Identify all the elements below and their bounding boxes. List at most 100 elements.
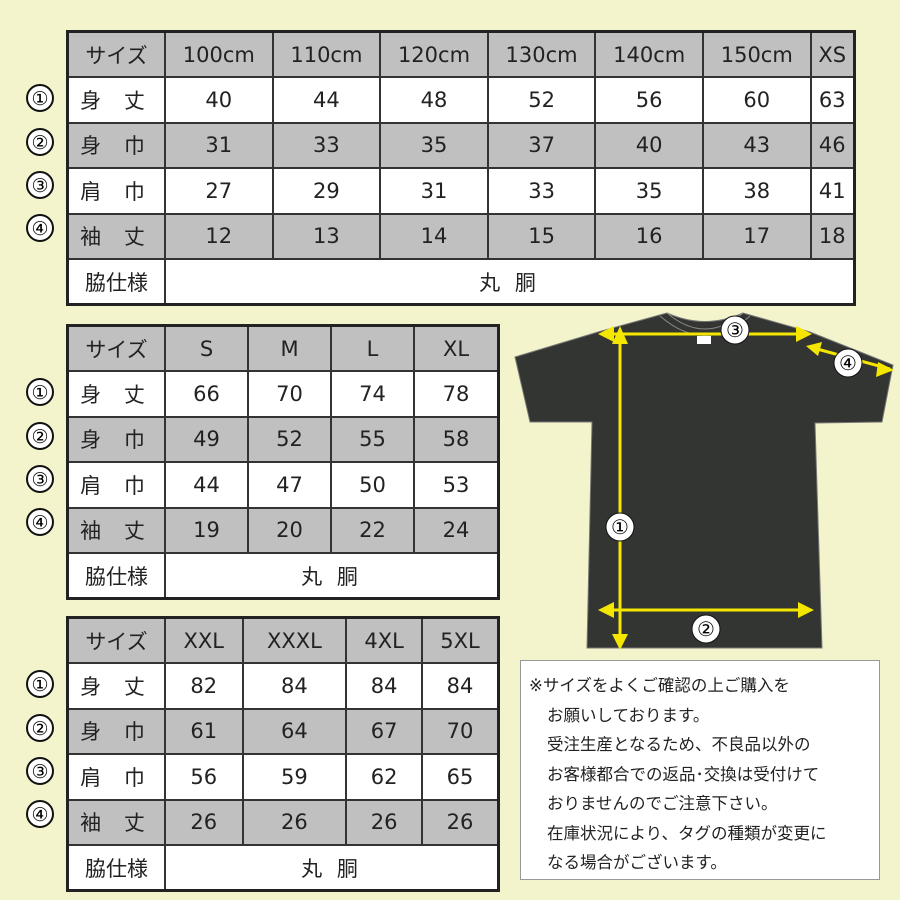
row-number-marker: ②: [26, 421, 54, 450]
cell-value: 67: [345, 707, 423, 756]
cell-value: 61: [164, 707, 244, 756]
note-line: なる場合がございます。: [547, 853, 727, 872]
size-header: L: [330, 324, 415, 373]
cell-value: 31: [379, 167, 489, 215]
cell-value: 27: [164, 167, 274, 215]
marker-1: ①: [611, 515, 629, 539]
table-row: 身 丈 66 70 74 78: [66, 370, 500, 418]
cell-value: 41: [809, 167, 856, 215]
size-header: XL: [413, 324, 500, 373]
size-header: 4XL: [345, 616, 423, 665]
table-row: 袖 丈 26 26 26 26: [66, 798, 500, 846]
cell-value: 82: [164, 662, 244, 710]
cell-value: 35: [594, 167, 704, 215]
row-label: 身 巾: [66, 707, 166, 756]
cell-value: 29: [271, 167, 382, 215]
side-spec-label: 脇仕様: [66, 257, 166, 306]
side-spec-value: 丸 胴: [164, 257, 856, 306]
size-header: XXL: [164, 616, 244, 665]
side-spec-value: 丸 胴: [164, 551, 500, 600]
note-line: お願いしております。: [547, 705, 710, 725]
size-header: S: [164, 324, 249, 373]
table-row: 袖 丈 19 20 22 24: [66, 506, 500, 554]
cell-value: 55: [330, 415, 415, 464]
row-label: 身 巾: [66, 415, 166, 464]
side-spec-value: 丸 胴: [164, 843, 500, 892]
row-label: 肩 巾: [66, 461, 166, 509]
row-label: 身 丈: [66, 370, 166, 418]
cell-value: 18: [809, 212, 856, 260]
row-number-marker: ③: [26, 756, 54, 785]
note-line: お客様都合での返品･交換は受付けて: [547, 764, 820, 784]
cell-value: 65: [420, 753, 500, 801]
size-label: サイズ: [66, 30, 166, 79]
size-header: XXXL: [241, 616, 348, 665]
cell-value: 33: [486, 167, 597, 215]
marker-2: ②: [697, 617, 715, 641]
cell-value: 17: [701, 212, 812, 260]
cell-value: 20: [247, 506, 332, 554]
row-label: 肩 巾: [66, 753, 166, 801]
cell-value: 26: [164, 798, 244, 846]
cell-value: 33: [271, 121, 382, 170]
cell-value: 78: [413, 370, 500, 418]
cell-value: 74: [330, 370, 415, 418]
row-label: 身 丈: [66, 662, 166, 710]
table-row: 肩 巾 27 29 31 33 35 38 41: [66, 167, 856, 215]
cell-value: 40: [164, 76, 274, 124]
cell-value: 62: [345, 753, 423, 801]
cell-value: 44: [164, 461, 249, 509]
row-number-marker: ①: [26, 670, 54, 699]
size-header: 140cm: [594, 30, 704, 79]
size-header: 110cm: [271, 30, 382, 79]
cell-value: 53: [413, 461, 500, 509]
size-header: 150cm: [701, 30, 812, 79]
size-header: M: [247, 324, 332, 373]
cell-value: 46: [809, 121, 856, 170]
cell-value: 19: [164, 506, 249, 554]
size-table: サイズ XXL XXXL 4XL 5XL 身 丈 82 84 84 84 身 巾 61 64 67 70 肩 …: [66, 616, 500, 893]
note-line: 在庫状況により、タグの種類が変更に: [547, 823, 827, 843]
cell-value: 52: [247, 415, 332, 464]
cell-value: 26: [241, 798, 348, 846]
cell-value: 47: [247, 461, 332, 509]
cell-value: 15: [486, 212, 597, 260]
cell-value: 70: [247, 370, 332, 418]
size-header: 5XL: [420, 616, 500, 665]
row-label: 身 巾: [66, 121, 166, 170]
header-row: サイズ S M L XL: [66, 324, 500, 373]
cell-value: 70: [420, 707, 500, 756]
cell-value: 43: [701, 121, 812, 170]
cell-value: 22: [330, 506, 415, 554]
cell-value: 37: [486, 121, 597, 170]
size-header: XS: [809, 30, 856, 79]
side-spec-row: 脇仕様丸 胴: [66, 843, 500, 892]
cell-value: 35: [379, 121, 489, 170]
note-line: ※サイズをよくご確認の上ご購入を: [529, 676, 790, 695]
cell-value: 31: [164, 121, 274, 170]
table-row: 身 丈 82 84 84 84: [66, 662, 500, 710]
size-header: 130cm: [486, 30, 597, 79]
cell-value: 56: [164, 753, 244, 801]
table-row: 袖 丈 12 13 14 15 16 17 18: [66, 212, 856, 260]
side-spec-label: 脇仕様: [66, 843, 166, 892]
cell-value: 84: [345, 662, 423, 710]
side-spec-row: 脇仕様丸 胴: [66, 551, 500, 600]
cell-value: 50: [330, 461, 415, 509]
row-number-marker: ①: [26, 84, 54, 113]
table-row: 身 巾 31 33 35 37 40 43 46: [66, 121, 856, 170]
row-number-marker: ①: [26, 378, 54, 407]
cell-value: 48: [379, 76, 489, 124]
row-number-marker: ②: [26, 713, 54, 742]
tag-icon: [697, 336, 711, 344]
cell-value: 24: [413, 506, 500, 554]
cell-value: 44: [271, 76, 382, 124]
cell-value: 63: [809, 76, 856, 124]
cell-value: 84: [420, 662, 500, 710]
note-line: おりませんのでご注意下さい。: [547, 794, 778, 813]
cell-value: 49: [164, 415, 249, 464]
row-number-marker: ④: [26, 800, 54, 829]
cell-value: 12: [164, 212, 274, 260]
header-row: サイズ 100cm 110cm 120cm 130cm 140cm 150cm XS: [66, 30, 856, 79]
side-spec-label: 脇仕様: [66, 551, 166, 600]
